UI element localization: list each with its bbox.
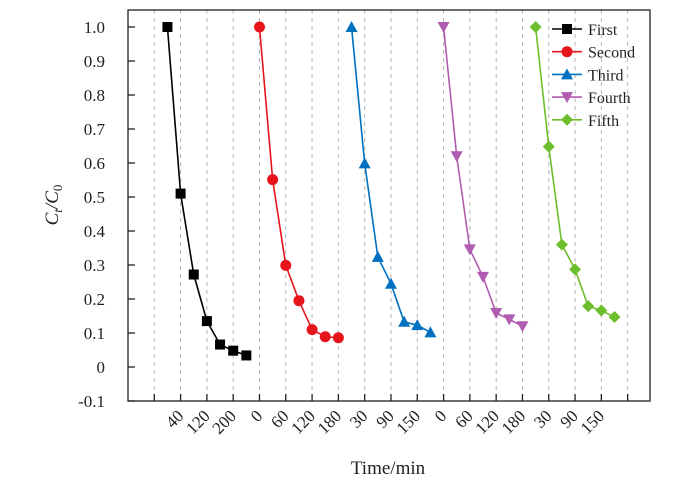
data-point [542,140,555,153]
data-point [608,311,621,324]
series-layer [162,21,621,361]
data-point [516,321,529,333]
y-label-sub-0: 0 [50,185,65,192]
data-point [175,188,186,199]
data-point [345,21,358,32]
y-label-sep: /C [42,191,63,210]
series-fifth [529,21,621,324]
x-tick-label: 180 [498,406,529,437]
x-tick-label: 120 [287,406,318,437]
data-point [332,332,344,344]
legend-label: Fourth [588,90,631,107]
data-point [463,244,476,256]
data-point [228,345,239,356]
legend-label: Second [588,45,635,62]
series-second [253,21,344,344]
x-tick-label: 150 [393,406,424,437]
x-tick-label: 200 [209,406,240,437]
data-point [398,315,411,327]
y-tick-label: 0.7 [84,120,106,139]
data-point [490,307,503,319]
x-tick-label: 90 [556,406,581,431]
y-tick-label: 0.2 [84,290,105,309]
x-tick-label: 150 [577,406,608,437]
legend-marker [562,24,572,34]
x-tick-label: 180 [314,406,345,437]
legend-item-fifth: Fifth [552,113,619,130]
x-tick-label: 30 [346,406,371,431]
data-point [201,316,212,327]
data-point [162,22,173,32]
x-tick-label: 40 [162,406,187,431]
y-tick-label: 0.9 [84,52,105,71]
data-point [503,314,516,326]
data-point [384,277,397,289]
y-tick-label: 0.1 [84,324,105,343]
data-point [215,339,226,350]
data-point [293,295,305,307]
y-tick-label: 0.3 [84,256,105,275]
legend-item-third: Third [552,67,624,84]
x-tick-label: 30 [530,406,555,431]
y-axis-label: Ct/C0 [42,185,65,226]
legend-item-fourth: Fourth [552,90,631,107]
data-point [319,331,331,343]
y-label-sub-t: t [50,209,65,213]
x-tick-label: 60 [451,406,476,431]
legend-label: Third [588,67,624,84]
data-point [595,304,608,317]
x-tick-label: 120 [182,406,213,437]
legend-label: Fifth [588,113,619,130]
series-fourth [437,22,529,333]
legend-marker [561,46,573,58]
data-point [267,174,279,186]
y-tick-label: 0.6 [84,154,105,173]
data-point [358,157,371,169]
x-tick-label: 0 [431,406,450,425]
data-point [569,263,582,276]
data-point [477,271,490,283]
data-point [582,300,595,313]
x-tick-label: 120 [472,406,503,437]
data-point [280,259,292,271]
y-tick-label: 1.0 [84,18,105,37]
y-tick-label: -0.1 [78,392,105,411]
grid-lines [153,10,629,401]
plot-frame [127,9,651,402]
x-axis-label: Time/min [351,458,426,479]
legend-marker [561,92,573,104]
data-point [253,21,265,33]
data-point [424,326,437,338]
data-point [450,151,463,163]
x-tick-label: 60 [267,406,292,431]
legend: First Second Third Fourth Fifth [552,22,635,130]
data-point [529,21,542,33]
data-point [411,319,424,331]
y-tick-label: 0.4 [84,222,106,241]
data-point [241,350,252,361]
y-tick-label: 0.5 [84,188,105,207]
legend-marker [561,68,573,80]
legend-item-second: Second [552,45,635,62]
x-tick-label: 0 [247,406,266,425]
y-tick-label: 0 [97,358,106,377]
data-point [188,269,199,280]
x-tick-label: 90 [372,406,397,431]
data-point [306,324,318,336]
data-point [437,22,450,33]
series-first [162,22,252,361]
data-point [371,250,384,262]
legend-item-first: First [552,22,618,39]
legend-label: First [588,22,618,39]
legend-marker [561,113,573,126]
data-point [555,238,568,251]
series-third [345,21,437,338]
y-label-main: C [42,212,63,225]
y-tick-label: 0.8 [84,86,105,105]
